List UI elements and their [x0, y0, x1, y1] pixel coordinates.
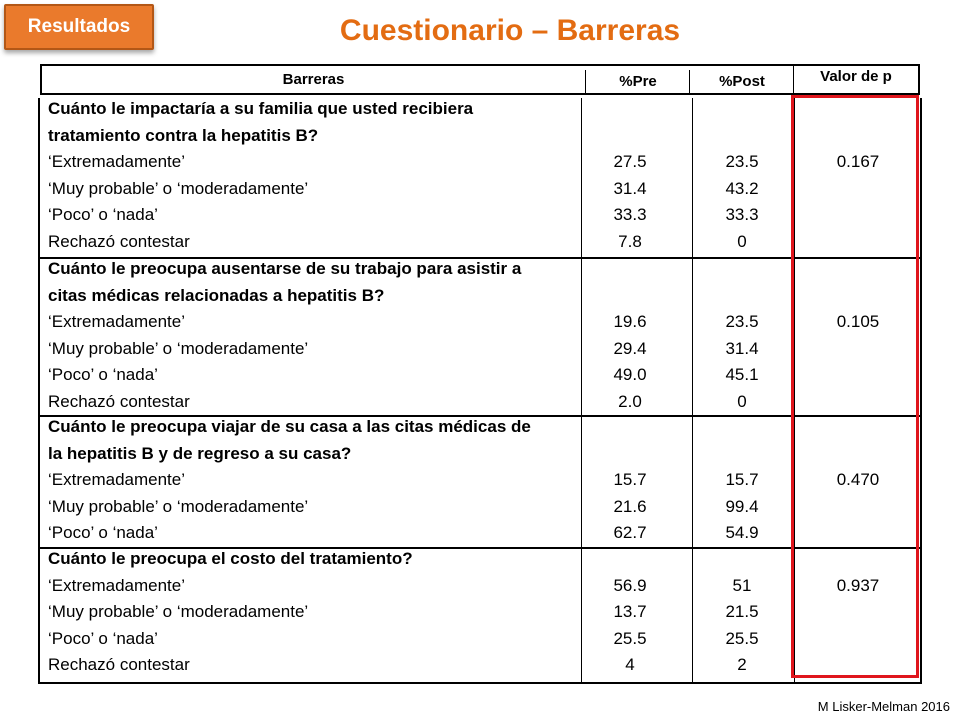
pre-value: 31.4: [613, 178, 647, 198]
question-text: Cuánto le impactaría a su familia que us…: [48, 99, 474, 118]
answer-label: Rechazó contestar: [48, 391, 190, 411]
pre-value: 7.8: [618, 231, 642, 251]
p-value: 0.937: [836, 575, 880, 595]
pre-value: 25.5: [613, 628, 647, 648]
answer-label: Rechazó contestar: [48, 231, 190, 251]
answer-label: ‘Muy probable’ o ‘moderadamente’: [48, 178, 309, 198]
column-divider: [692, 98, 693, 682]
pre-value: 62.7: [613, 523, 647, 542]
post-value: 45.1: [725, 365, 759, 384]
section-divider: [40, 415, 920, 417]
post-value: 43.2: [725, 178, 759, 198]
post-value: 0: [737, 391, 747, 411]
pre-value: 19.6: [613, 312, 647, 331]
answer-label: ‘Muy probable’ o ‘moderadamente’: [48, 338, 309, 358]
post-value: 51: [732, 575, 752, 595]
author-credit: M Lisker-Melman 2016: [817, 699, 950, 714]
p-value: 0.470: [836, 470, 880, 489]
post-value: 54.9: [725, 523, 759, 542]
p-value-highlight-box: [791, 95, 919, 678]
answer-label: ‘Muy probable’ o ‘moderadamente’: [48, 602, 309, 621]
question-text: Cuánto le preocupa ausentarse de su trab…: [48, 259, 522, 278]
answer-label: ‘Poco’ o ‘nada’: [48, 523, 158, 542]
resultados-badge: Resultados: [4, 4, 154, 50]
post-value: 31.4: [725, 338, 759, 358]
post-value: 33.3: [725, 205, 759, 224]
table-header: Barreras %Pre %Post Valor de p: [40, 64, 920, 95]
p-value: 0.167: [836, 152, 880, 171]
answer-label: Rechazó contestar: [48, 655, 190, 674]
answer-label: ‘Poco’ o ‘nada’: [48, 365, 158, 384]
pre-value: 33.3: [613, 205, 647, 224]
pre-value: 56.9: [613, 575, 647, 595]
page-title: Cuestionario – Barreras: [339, 14, 681, 47]
results-table: Cuánto le impactaría a su familia que us…: [38, 98, 922, 684]
header-p-value: Valor de p: [793, 66, 918, 93]
pre-value: 49.0: [613, 365, 647, 384]
p-value: 0.105: [836, 312, 880, 331]
question-text: Cuánto le preocupa viajar de su casa a l…: [48, 417, 531, 436]
question-text: Cuánto le preocupa el costo del tratamie…: [48, 549, 413, 568]
post-value: 2: [737, 655, 747, 674]
answer-label: ‘Extremadamente’: [48, 470, 186, 489]
answer-label: ‘Muy probable’ o ‘moderadamente’: [48, 496, 309, 516]
header-post: %Post: [689, 70, 794, 93]
pre-value: 4: [625, 655, 635, 674]
header-pre: %Pre: [585, 70, 690, 93]
pre-value: 15.7: [613, 470, 647, 489]
pre-value: 2.0: [618, 391, 642, 411]
column-divider: [794, 98, 795, 682]
question-text: la hepatitis B y de regreso a su casa?: [48, 443, 352, 463]
pre-value: 29.4: [613, 338, 647, 358]
column-divider: [581, 98, 582, 682]
answer-label: ‘Poco’ o ‘nada’: [48, 628, 158, 648]
post-value: 23.5: [725, 312, 759, 331]
question-text: tratamiento contra la hepatitis B?: [48, 125, 319, 145]
section-divider: [40, 257, 920, 259]
post-value: 15.7: [725, 470, 759, 489]
pre-value: 13.7: [613, 602, 647, 621]
question-text: citas médicas relacionadas a hepatitis B…: [48, 285, 385, 305]
answer-label: ‘Extremadamente’: [48, 312, 186, 331]
post-value: 99.4: [725, 496, 759, 516]
section-divider: [40, 547, 920, 549]
pre-value: 21.6: [613, 496, 647, 516]
post-value: 23.5: [725, 152, 759, 171]
answer-label: ‘Extremadamente’: [48, 575, 186, 595]
answer-label: ‘Poco’ o ‘nada’: [48, 205, 158, 224]
post-value: 0: [737, 231, 747, 251]
post-value: 21.5: [725, 602, 759, 621]
post-value: 25.5: [725, 628, 759, 648]
answer-label: ‘Extremadamente’: [48, 152, 186, 171]
pre-value: 27.5: [613, 152, 647, 171]
header-barreras: Barreras: [282, 71, 345, 88]
